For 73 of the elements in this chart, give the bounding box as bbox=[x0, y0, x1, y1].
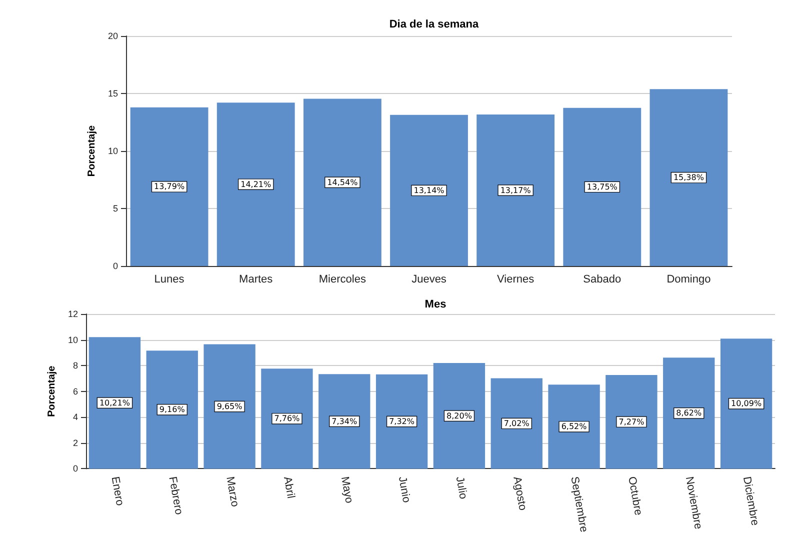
y-tick-label: 12 bbox=[68, 309, 78, 319]
x-tick-label: Julio bbox=[453, 476, 470, 500]
x-tick-label: Martes bbox=[239, 274, 274, 286]
y-tick-label: 6 bbox=[72, 386, 78, 396]
x-tick-label: Febrero bbox=[166, 476, 185, 516]
bar bbox=[490, 378, 542, 469]
y-axis-title: Porcentaje bbox=[86, 125, 98, 177]
y-tick-label: 0 bbox=[112, 261, 118, 271]
data-label: 7,27% bbox=[618, 417, 645, 426]
bar bbox=[204, 344, 256, 469]
x-tick-label: Agosto bbox=[510, 476, 528, 512]
y-tick-label: 10 bbox=[108, 146, 118, 156]
data-label: 7,76% bbox=[274, 414, 300, 424]
y-tick-label: 20 bbox=[108, 31, 118, 41]
bar bbox=[563, 108, 642, 266]
data-label: 10,21% bbox=[99, 398, 130, 408]
x-tick-label: Marzo bbox=[224, 476, 241, 508]
y-tick-label: 5 bbox=[112, 204, 118, 214]
data-label: 13,14% bbox=[414, 186, 445, 195]
bar bbox=[390, 114, 468, 266]
x-tick-label: Noviembre bbox=[682, 476, 704, 530]
y-tick-label: 0 bbox=[72, 464, 78, 474]
data-label: 14,54% bbox=[327, 178, 358, 187]
bar bbox=[88, 337, 141, 469]
data-label: 9,16% bbox=[159, 405, 186, 414]
y-tick-label: 4 bbox=[72, 412, 78, 422]
data-label: 10,09% bbox=[731, 399, 762, 408]
bar bbox=[303, 98, 382, 266]
bar bbox=[318, 374, 370, 469]
bar bbox=[146, 350, 198, 469]
chart-title: Dia de la semana bbox=[389, 18, 480, 30]
y-tick-label: 2 bbox=[72, 438, 78, 448]
bar bbox=[376, 374, 428, 469]
x-tick-label: Mayo bbox=[338, 476, 355, 504]
y-tick-label: 10 bbox=[68, 334, 78, 345]
x-tick-label: Lunes bbox=[154, 274, 185, 286]
data-label: 8,20% bbox=[446, 411, 472, 420]
data-label: 8,62% bbox=[676, 408, 702, 418]
x-tick-label: Miercoles bbox=[318, 274, 366, 286]
bar bbox=[433, 362, 486, 469]
x-tick-label: Septiembre bbox=[568, 476, 590, 534]
bar bbox=[476, 114, 555, 266]
data-label: 7,02% bbox=[504, 418, 530, 428]
data-label: 14,21% bbox=[240, 180, 272, 189]
y-tick-label: 8 bbox=[72, 360, 78, 371]
y-axis-title: Porcentaje bbox=[46, 365, 58, 417]
data-label: 9,65% bbox=[216, 402, 243, 411]
data-label: 6,52% bbox=[561, 422, 588, 432]
x-tick-label: Octubre bbox=[626, 476, 644, 516]
x-tick-label: Enero bbox=[108, 476, 126, 507]
data-label: 13,17% bbox=[500, 186, 532, 195]
bar bbox=[216, 102, 295, 266]
data-label: 15,38% bbox=[673, 173, 704, 182]
bar bbox=[663, 358, 715, 469]
x-tick-label: Viernes bbox=[497, 274, 535, 286]
x-tick-label: Junio bbox=[396, 476, 412, 504]
bar bbox=[548, 384, 600, 469]
bar bbox=[261, 368, 313, 469]
data-label: 13,79% bbox=[154, 182, 185, 192]
data-label: 13,75% bbox=[586, 182, 618, 192]
bar bbox=[650, 89, 728, 266]
x-tick-label: Domingo bbox=[666, 274, 711, 286]
bar bbox=[606, 374, 658, 469]
x-tick-label: Sabado bbox=[583, 274, 622, 286]
chart-title: Mes bbox=[424, 298, 446, 310]
x-tick-label: Abril bbox=[281, 476, 297, 500]
data-label: 7,32% bbox=[389, 417, 415, 426]
bar bbox=[130, 107, 208, 266]
data-label: 7,34% bbox=[332, 416, 358, 426]
y-tick-label: 15 bbox=[108, 88, 118, 98]
x-tick-label: Jueves bbox=[412, 274, 447, 286]
bar bbox=[720, 338, 772, 469]
x-tick-label: Diciembre bbox=[740, 476, 761, 526]
